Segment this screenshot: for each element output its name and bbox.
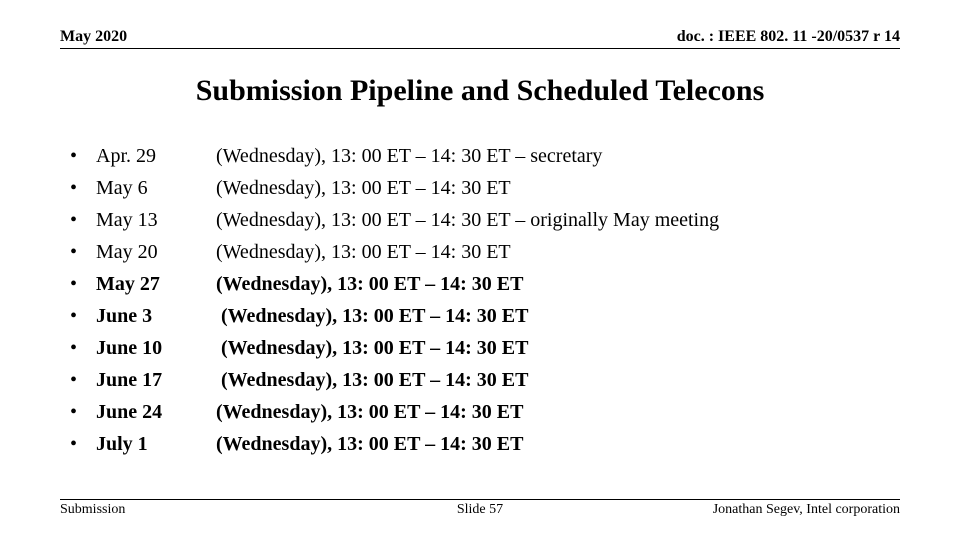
telecon-desc: (Wednesday), 13: 00 ET – 14: 30 ET (216, 236, 900, 268)
footer-right: Jonathan Segev, Intel corporation (713, 502, 900, 518)
footer: Submission Slide 57 Jonathan Segev, Inte… (60, 502, 900, 518)
telecon-date: May 27 (96, 268, 216, 300)
telecon-date: June 3 (96, 300, 216, 332)
header: May 2020 doc. : IEEE 802. 11 -20/0537 r … (60, 28, 900, 46)
telecon-desc: (Wednesday), 13: 00 ET – 14: 30 ET (216, 396, 900, 428)
bullet-icon: • (70, 332, 96, 364)
list-item: •May 20(Wednesday), 13: 00 ET – 14: 30 E… (70, 236, 900, 268)
bullet-icon: • (70, 204, 96, 236)
telecon-desc: (Wednesday), 13: 00 ET – 14: 30 ET (216, 300, 900, 332)
telecon-desc: (Wednesday), 13: 00 ET – 14: 30 ET – sec… (216, 140, 900, 172)
list-item: •June 17 (Wednesday), 13: 00 ET – 14: 30… (70, 364, 900, 396)
bullet-icon: • (70, 236, 96, 268)
list-item: •June 10 (Wednesday), 13: 00 ET – 14: 30… (70, 332, 900, 364)
bullet-icon: • (70, 268, 96, 300)
list-item: •May 27(Wednesday), 13: 00 ET – 14: 30 E… (70, 268, 900, 300)
telecon-desc: (Wednesday), 13: 00 ET – 14: 30 ET (216, 332, 900, 364)
slide: May 2020 doc. : IEEE 802. 11 -20/0537 r … (0, 0, 960, 540)
list-item: •July 1(Wednesday), 13: 00 ET – 14: 30 E… (70, 428, 900, 460)
telecon-desc: (Wednesday), 13: 00 ET – 14: 30 ET (216, 428, 900, 460)
header-doc: doc. : IEEE 802. 11 -20/0537 r 14 (677, 28, 900, 46)
slide-title: Submission Pipeline and Scheduled Teleco… (0, 74, 960, 108)
bullet-icon: • (70, 300, 96, 332)
bullet-icon: • (70, 172, 96, 204)
header-rule (60, 48, 900, 49)
telecon-desc: (Wednesday), 13: 00 ET – 14: 30 ET – ori… (216, 204, 900, 236)
bullet-icon: • (70, 364, 96, 396)
footer-left: Submission (60, 502, 125, 518)
telecon-date: May 20 (96, 236, 216, 268)
footer-rule (60, 499, 900, 500)
telecon-desc: (Wednesday), 13: 00 ET – 14: 30 ET (216, 268, 900, 300)
list-item: •May 13(Wednesday), 13: 00 ET – 14: 30 E… (70, 204, 900, 236)
telecon-date: June 24 (96, 396, 216, 428)
list-item: •June 24(Wednesday), 13: 00 ET – 14: 30 … (70, 396, 900, 428)
telecon-date: July 1 (96, 428, 216, 460)
telecon-date: May 13 (96, 204, 216, 236)
bullet-icon: • (70, 140, 96, 172)
telecon-date: Apr. 29 (96, 140, 216, 172)
telecon-date: June 17 (96, 364, 216, 396)
telecon-desc: (Wednesday), 13: 00 ET – 14: 30 ET (216, 172, 900, 204)
bullet-icon: • (70, 428, 96, 460)
telecon-date: June 10 (96, 332, 216, 364)
list-item: •May 6(Wednesday), 13: 00 ET – 14: 30 ET (70, 172, 900, 204)
list-item: •Apr. 29(Wednesday), 13: 00 ET – 14: 30 … (70, 140, 900, 172)
header-date: May 2020 (60, 28, 127, 46)
telecon-desc: (Wednesday), 13: 00 ET – 14: 30 ET (216, 364, 900, 396)
list-item: •June 3 (Wednesday), 13: 00 ET – 14: 30 … (70, 300, 900, 332)
telecon-date: May 6 (96, 172, 216, 204)
telecon-list: •Apr. 29(Wednesday), 13: 00 ET – 14: 30 … (70, 140, 900, 460)
bullet-icon: • (70, 396, 96, 428)
